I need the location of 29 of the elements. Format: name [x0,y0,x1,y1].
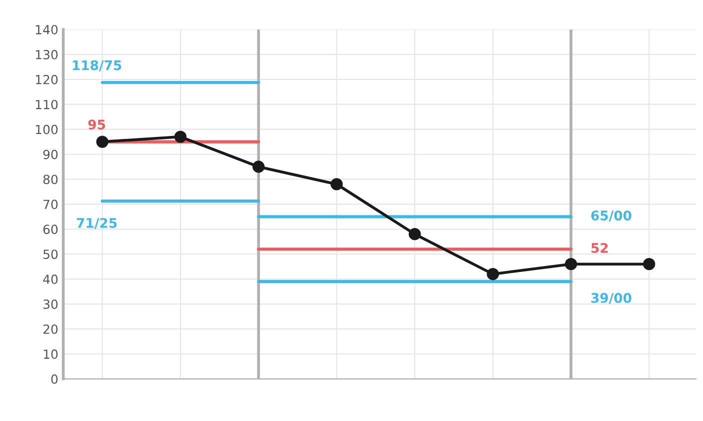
point [643,258,656,270]
y-tick-label: 50 [43,250,58,260]
point [408,228,421,240]
y-tick-label: 90 [43,150,58,160]
y-tick-label: 70 [44,200,58,210]
series-label: 52 [591,242,608,253]
point [174,130,187,143]
point [564,258,578,270]
y-tick-label: 30 [43,299,58,309]
series-label: 118/75 [72,60,122,72]
series-label: 71/25 [76,218,117,229]
y-tick-label: 20 [43,324,58,334]
point [330,178,343,190]
y-tick-label: 100 [36,124,58,134]
y-tick-label: 10 [44,349,58,359]
y-tick-label: 110 [36,100,58,110]
y-tick-label: 140 [36,24,58,34]
y-tick-label: 0 [51,374,58,384]
point [486,268,499,280]
point [96,136,108,148]
series-label: 39/00 [591,292,632,304]
y-tick-label: 60 [43,224,58,234]
y-tick-label: 130 [36,50,58,60]
series-label: 95 [88,120,106,130]
y-tick-label: 40 [43,274,58,284]
y-tick-label: 120 [36,74,58,84]
y-tick-label: 80 [43,174,58,184]
series-label: 65/00 [591,210,632,222]
point [252,160,265,173]
